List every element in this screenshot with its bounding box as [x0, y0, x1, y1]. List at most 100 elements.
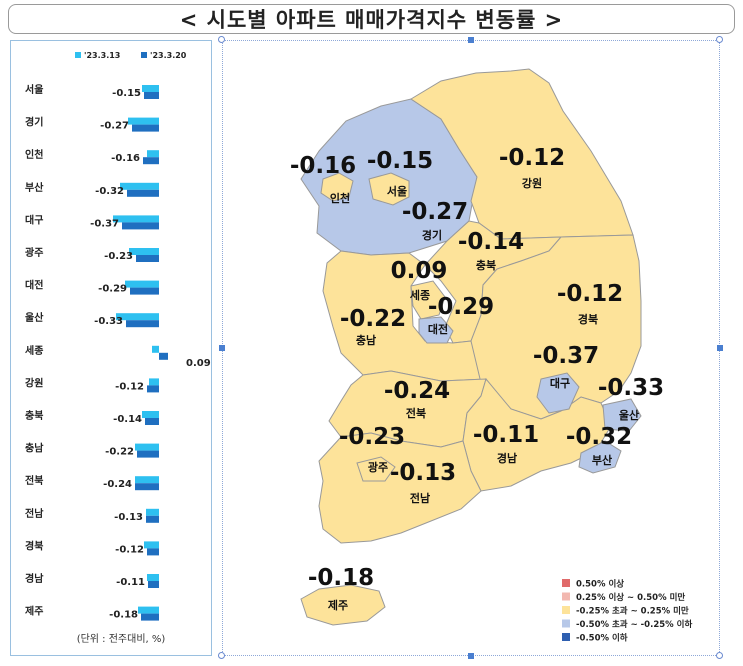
data-label: -0.15 [112, 88, 141, 99]
legend-swatch-series-1 [75, 52, 81, 58]
bar-1 [116, 313, 159, 321]
corner-handle-top-right[interactable] [716, 36, 723, 43]
corner-handle-bottom-left[interactable] [218, 652, 225, 659]
region-shape-gwangju [356, 456, 396, 482]
data-label: -0.37 [90, 218, 119, 229]
region-value: -0.27 [402, 199, 468, 225]
region-value: -0.12 [557, 281, 623, 307]
region-name: 대전 [428, 322, 448, 336]
region-value: 0.09 [391, 258, 448, 284]
bar-2 [130, 287, 159, 295]
bar-2 [148, 581, 159, 588]
region-name: 광주 [368, 461, 388, 474]
category-label: 제주 [25, 605, 43, 618]
page-title: < 시도별 아파트 매매가격지수 변동률 > [179, 8, 564, 32]
category-label: 울산 [25, 311, 44, 324]
data-label: -0.27 [100, 121, 129, 132]
bar-1 [125, 280, 159, 288]
category-label: 전북 [25, 474, 43, 487]
resize-handle-right[interactable] [717, 345, 723, 351]
bar-1 [138, 606, 159, 614]
region-name: 충북 [476, 258, 496, 272]
region-name: 경기 [422, 228, 442, 242]
category-label: 대구 [25, 213, 43, 226]
region-value: -0.13 [390, 460, 456, 486]
bar-2 [137, 450, 159, 458]
resize-handle-bottom[interactable] [468, 653, 474, 659]
legend-label-series-1: '23.3.13 [84, 51, 120, 60]
category-label: 강원 [25, 376, 43, 389]
category-label: 인천 [25, 148, 43, 161]
bar-1 [147, 574, 159, 581]
bar-2 [135, 483, 159, 491]
region-name: 경북 [578, 312, 598, 326]
region-shape-gangwon [410, 68, 634, 240]
bar-2 [146, 515, 159, 523]
region-value: -0.18 [308, 565, 374, 591]
map-legend-swatch [562, 606, 570, 614]
category-label: 광주 [25, 247, 43, 259]
map-shapes [300, 68, 642, 626]
category-label: 경기 [25, 116, 43, 129]
korea-map: -0.16 인천 -0.15 서울-0.27 경기 -0.12 강원 -0.14 충북 0.09 세… [290, 68, 692, 644]
map-labels: -0.16 인천 -0.15 서울-0.27 경기 -0.12 강원 -0.14 충북 0.09 세… [290, 145, 664, 612]
map-legend: 0.50% 이상 0.25% 이상 ~ 0.50% 미만 -0.25% 초과 ~ 0… [562, 579, 692, 644]
bar-2 [144, 92, 159, 99]
region-shape-daejeon [418, 316, 454, 344]
region-shape-ulsan [602, 398, 642, 432]
category-label: 부산 [25, 181, 44, 194]
bar-2 [132, 124, 159, 132]
region-value: -0.22 [340, 306, 406, 332]
category-label: 서울 [25, 83, 43, 96]
corner-handle-bottom-right[interactable] [716, 652, 723, 659]
bar-1 [147, 150, 159, 158]
bar-1 [142, 411, 159, 418]
bar-2 [122, 222, 159, 230]
bar-2 [143, 157, 159, 165]
legend-label-series-2: '23.3.20 [150, 51, 187, 60]
category-label: 충북 [25, 409, 43, 422]
data-label: -0.24 [103, 479, 132, 490]
region-value: -0.14 [458, 229, 524, 255]
region-name: 울산 [619, 408, 639, 422]
region-name: 전남 [410, 491, 430, 505]
region-shape-jeju [300, 584, 386, 626]
category-label: 경북 [25, 539, 43, 552]
region-name: 인천 [330, 191, 350, 205]
resize-handle-top[interactable] [468, 37, 474, 43]
bar-2 [136, 255, 159, 262]
map-legend-swatch [562, 633, 570, 641]
data-label: 0.09 [186, 358, 211, 369]
region-shape-busan [578, 440, 622, 474]
corner-handle-top-left[interactable] [218, 36, 225, 43]
bar-2 [126, 320, 159, 328]
bar-1 [113, 215, 159, 223]
category-label: 대전 [25, 279, 43, 292]
region-value: -0.37 [533, 343, 599, 369]
region-name: 강원 [522, 176, 542, 190]
resize-handle-left[interactable] [219, 345, 225, 351]
bar-1 [152, 345, 159, 353]
bar-2 [147, 385, 159, 393]
region-value: -0.12 [499, 145, 565, 171]
bar-1 [146, 508, 159, 516]
category-label: 세종 [25, 344, 43, 357]
data-label: -0.23 [104, 251, 133, 262]
region-value: -0.16 [290, 153, 356, 179]
map-legend-label: -0.50% 초과 ~ -0.25% 이하 [576, 619, 692, 630]
data-label: -0.13 [114, 512, 143, 523]
region-name: 경남 [497, 451, 517, 465]
data-label: -0.29 [98, 284, 127, 295]
data-label: -0.12 [115, 544, 144, 555]
unit-note: (단위 : 전주대비, %) [77, 632, 166, 645]
data-label: -0.16 [111, 153, 140, 164]
region-shape-seoul [368, 172, 410, 206]
bar-2 [159, 352, 168, 360]
bar-1 [144, 541, 159, 549]
bar-2 [145, 418, 159, 425]
bar-2 [141, 613, 159, 621]
data-label: -0.11 [116, 577, 145, 588]
title-box: < 시도별 아파트 매매가격지수 변동률 > [8, 4, 735, 34]
bar-1 [129, 248, 159, 255]
bar-1 [135, 476, 159, 484]
